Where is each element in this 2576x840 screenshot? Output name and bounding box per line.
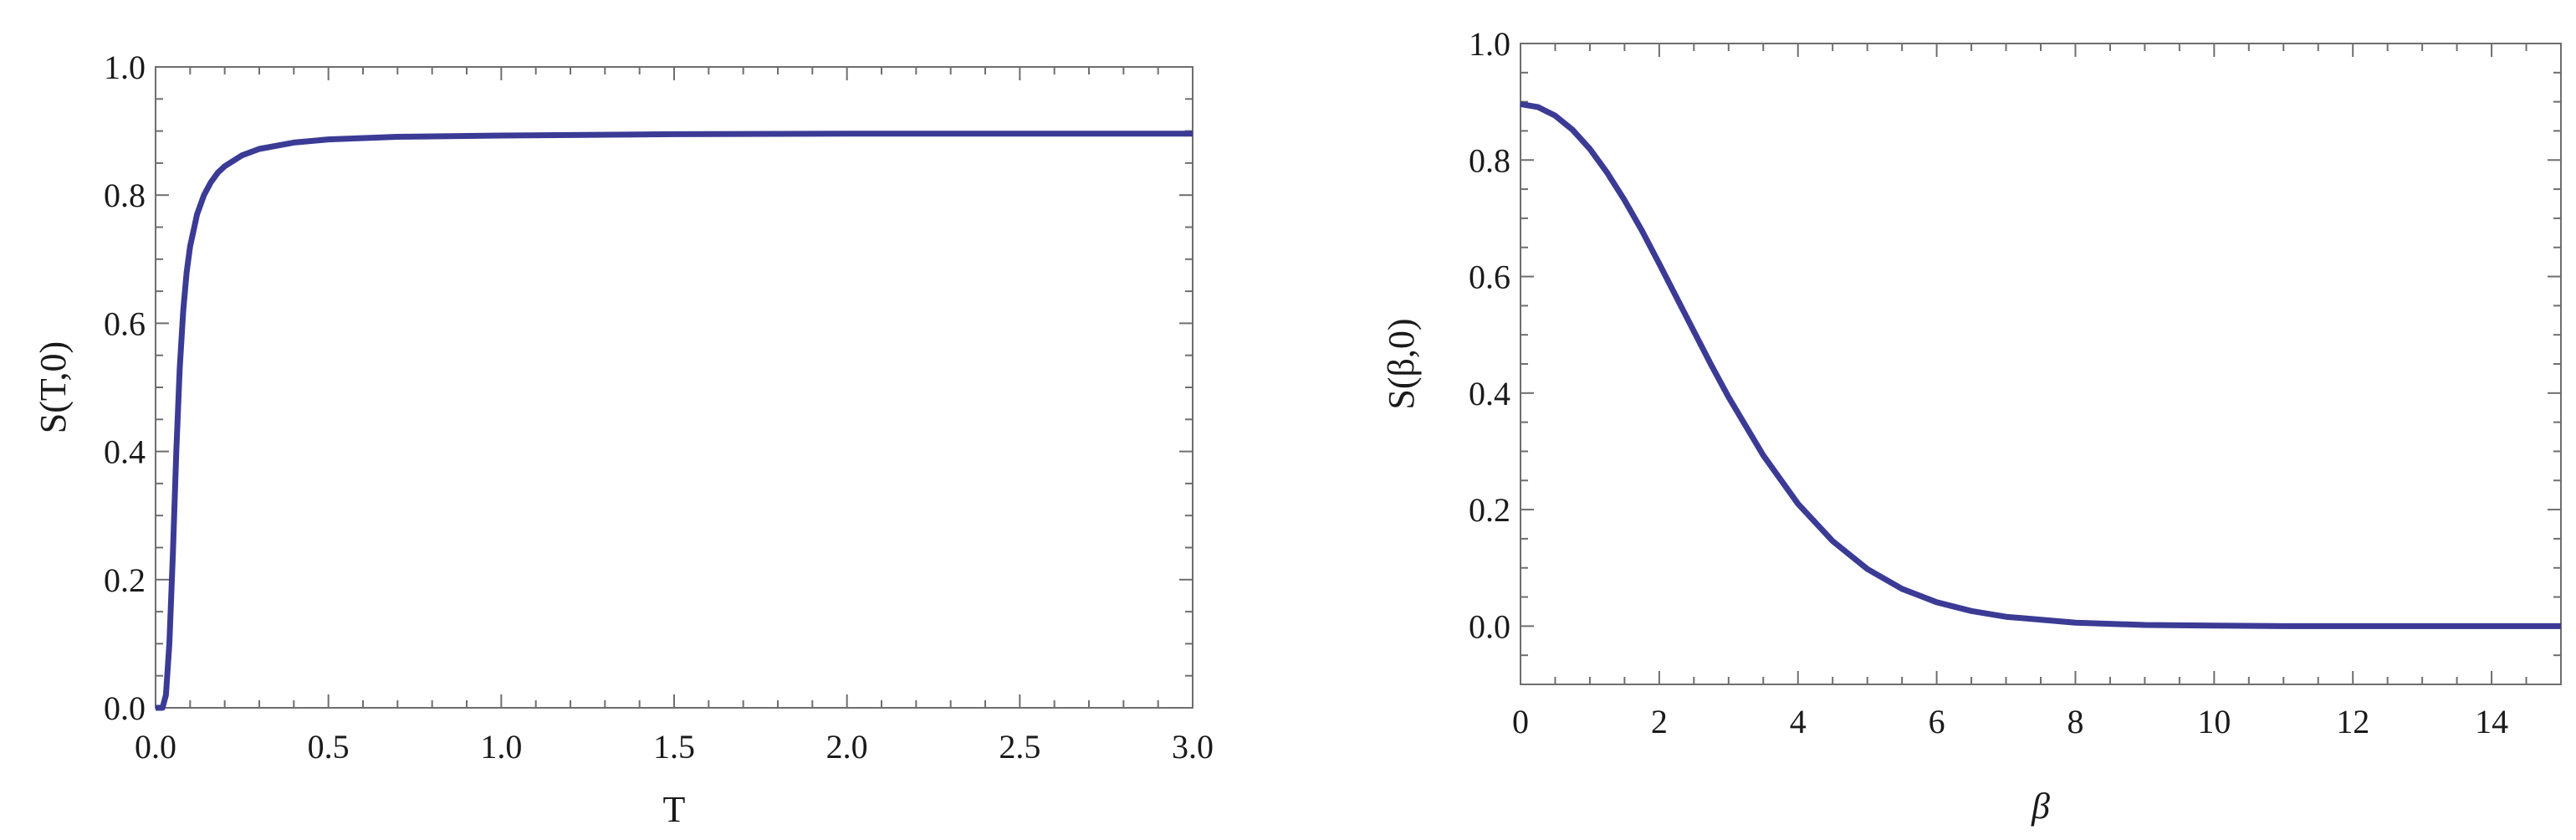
y-tick-label: 0.2 <box>1469 491 1510 529</box>
x-tick-label: 3.0 <box>1172 728 1214 766</box>
x-tick-label: 0.5 <box>308 728 350 766</box>
x-tick-label: 1.0 <box>480 728 522 766</box>
y-tick-label: 1.0 <box>1469 25 1510 63</box>
x-tick-label: 10 <box>2197 703 2231 740</box>
left-series-line <box>156 131 1193 711</box>
y-tick-label: 0.4 <box>1469 375 1510 412</box>
x-tick-label: 8 <box>2067 703 2083 740</box>
x-tick-label: 14 <box>2475 703 2508 740</box>
right-chart: 0 2 4 6 8 10 12 14 0.0 0.2 0.4 0.6 0.8 1.0 β S(β,0) <box>1381 25 2562 827</box>
right-series-line <box>1520 100 2561 629</box>
x-tick-label: 6 <box>1929 703 1945 740</box>
x-tick-label: 1.5 <box>653 728 695 766</box>
right-plot-frame <box>1520 43 2562 685</box>
right-x-axis-label: β <box>2031 786 2050 827</box>
right-y-axis-label: S(β,0) <box>1381 318 1422 409</box>
y-tick-label: 0.0 <box>104 689 146 727</box>
y-tick-label: 0.4 <box>104 433 146 471</box>
x-tick-label: 0 <box>1512 703 1529 740</box>
y-tick-label: 0.2 <box>104 561 146 599</box>
y-tick-label: 0.6 <box>104 305 146 342</box>
y-tick-label: 0.8 <box>1469 141 1510 179</box>
left-tick-labels: 0.0 0.5 1.0 1.5 2.0 2.5 3.0 0.0 0.2 0.4 0.6 0.8 1.0 <box>104 49 1214 766</box>
y-tick-label: 1.0 <box>104 49 146 86</box>
left-plot-frame <box>155 66 1193 709</box>
right-tick-labels: 0 2 4 6 8 10 12 14 0.0 0.2 0.4 0.6 0.8 1.0 <box>1469 25 2508 740</box>
x-tick-label: 0.0 <box>135 728 176 766</box>
y-tick-label: 0.8 <box>104 177 146 214</box>
left-x-axis-label: T <box>663 789 686 830</box>
right-ticks <box>1520 43 2562 685</box>
y-tick-label: 0.6 <box>1469 259 1510 296</box>
x-tick-label: 2.5 <box>999 728 1040 766</box>
y-tick-label: 0.0 <box>1469 607 1510 645</box>
left-ticks <box>155 66 1193 709</box>
x-tick-label: 2.0 <box>826 728 868 766</box>
x-tick-label: 12 <box>2336 703 2369 740</box>
left-y-axis-label: S(T,0) <box>33 341 74 433</box>
x-tick-label: 2 <box>1651 703 1668 740</box>
left-chart: 0.0 0.5 1.0 1.5 2.0 2.5 3.00.00.20.40.60.81.0 … <box>33 49 1214 830</box>
x-tick-label: 4 <box>1790 703 1807 740</box>
